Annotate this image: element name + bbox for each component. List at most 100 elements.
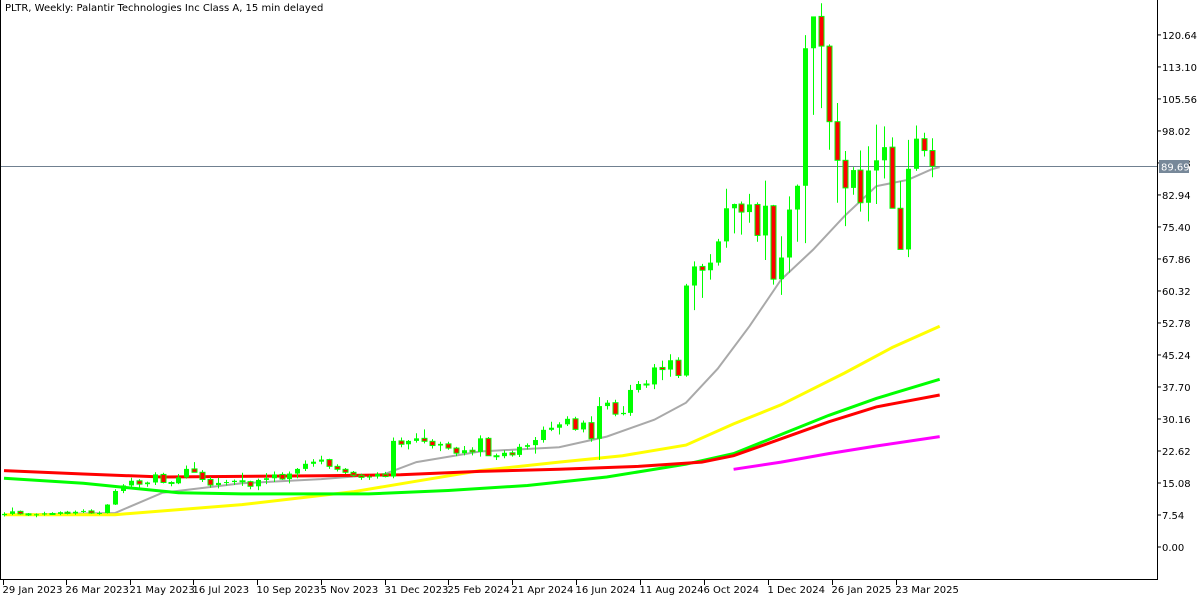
bullish-candle <box>882 126 887 179</box>
bearish-candle <box>754 202 761 242</box>
bullish-candle <box>557 422 562 435</box>
bearish-candle <box>398 437 405 448</box>
bullish-candle <box>533 437 538 454</box>
bearish-candle <box>326 458 333 469</box>
bullish-candle <box>763 180 768 261</box>
bullish-candle <box>295 468 300 479</box>
bullish-candle <box>581 420 586 433</box>
bearish-candle <box>738 201 745 235</box>
bearish-candle <box>358 473 365 480</box>
bullish-candle <box>2 512 7 517</box>
price-axis[interactable]: 120.64113.10105.5698.0290.4882.9475.4067… <box>1157 31 1197 554</box>
price-tick-label: 105.56 <box>1162 95 1197 106</box>
bullish-candle <box>153 472 158 486</box>
bullish-candle <box>787 196 792 273</box>
bullish-candle <box>232 479 237 486</box>
bearish-candle <box>421 429 428 444</box>
bullish-candle <box>636 381 641 393</box>
bearish-candle <box>136 479 143 488</box>
bearish-candle <box>469 447 476 456</box>
current-price-tag: 89.69 <box>1159 160 1190 174</box>
time-tick-label: 25 Feb 2024 <box>448 585 510 596</box>
bullish-candle <box>541 426 546 443</box>
bearish-candle <box>17 510 24 515</box>
bearish-candle <box>659 360 666 381</box>
price-tick-label: 60.32 <box>1162 287 1191 298</box>
bullish-candle <box>311 459 316 467</box>
bearish-candle <box>334 464 341 472</box>
chart-title: PLTR, Weekly: Palantir Technologies Inc … <box>5 3 324 14</box>
bearish-candle <box>342 468 349 474</box>
price-tick-label: 98.02 <box>1162 127 1191 138</box>
bearish-candle <box>699 263 706 298</box>
bearish-candle <box>25 513 32 517</box>
bearish-candle <box>818 3 825 109</box>
price-tick-label: 75.40 <box>1162 223 1191 234</box>
bearish-candle <box>842 150 849 227</box>
price-tick-label: 15.08 <box>1162 479 1191 490</box>
moving-average-lines <box>3 166 941 517</box>
bullish-candle <box>708 254 713 280</box>
bearish-candle <box>247 480 254 490</box>
bullish-candle <box>391 437 396 479</box>
price-tick-label: 7.54 <box>1162 511 1184 522</box>
bullish-candle <box>145 481 150 487</box>
bullish-candle <box>121 484 126 494</box>
time-tick-label: 5 Nov 2023 <box>321 585 379 596</box>
time-tick-label: 1 Dec 2024 <box>768 585 826 596</box>
bearish-candle <box>493 453 500 460</box>
time-tick-label: 11 Aug 2024 <box>640 585 704 596</box>
bullish-candle <box>375 472 380 479</box>
bearish-candle <box>88 509 95 514</box>
bullish-candle <box>97 511 102 515</box>
bearish-candle <box>207 476 214 488</box>
bullish-candle <box>732 203 737 234</box>
bullish-candle <box>716 238 721 266</box>
bullish-candle <box>414 433 419 443</box>
bullish-candle <box>906 139 911 258</box>
current-price-label: 89.69 <box>1161 163 1190 174</box>
bullish-candle <box>129 477 134 489</box>
bullish-candle <box>73 510 78 515</box>
bearish-candle <box>49 512 56 515</box>
bullish-candle <box>866 146 871 222</box>
bullish-candle <box>216 477 221 489</box>
bearish-candle <box>160 472 167 484</box>
time-tick-label: 6 Oct 2024 <box>704 585 759 596</box>
bullish-candle <box>176 473 181 485</box>
bullish-candle <box>628 384 633 416</box>
bullish-candle <box>851 167 856 195</box>
bullish-candle <box>502 450 507 459</box>
bullish-candle <box>105 504 110 514</box>
bullish-candle <box>692 261 697 311</box>
bullish-candle <box>184 465 189 479</box>
bullish-candle <box>724 188 729 248</box>
moving-average-line <box>3 377 941 496</box>
moving-average-line <box>3 166 940 516</box>
bullish-candle <box>684 283 689 377</box>
bullish-candle <box>406 440 411 450</box>
time-tick-label: 21 Apr 2024 <box>512 585 574 596</box>
bearish-candle <box>382 471 389 478</box>
time-tick-label: 16 Jul 2023 <box>193 585 250 596</box>
bullish-candle <box>811 16 816 115</box>
price-tick-label: 113.10 <box>1162 63 1197 74</box>
bearish-candle <box>770 204 777 285</box>
price-tick-label: 67.86 <box>1162 255 1191 266</box>
bearish-candle <box>572 416 579 431</box>
moving-average-line <box>733 435 940 471</box>
bullish-candle <box>34 513 39 518</box>
bullish-candle <box>779 236 784 295</box>
bullish-candle <box>81 509 86 514</box>
bearish-candle <box>675 357 682 379</box>
bullish-candle <box>549 421 554 432</box>
bullish-candle <box>462 445 467 456</box>
price-tick-label: 22.62 <box>1162 447 1191 458</box>
bullish-candle <box>747 193 752 223</box>
bullish-candle <box>525 443 530 450</box>
price-tick-label: 120.64 <box>1162 31 1197 42</box>
bullish-candle <box>874 124 879 205</box>
